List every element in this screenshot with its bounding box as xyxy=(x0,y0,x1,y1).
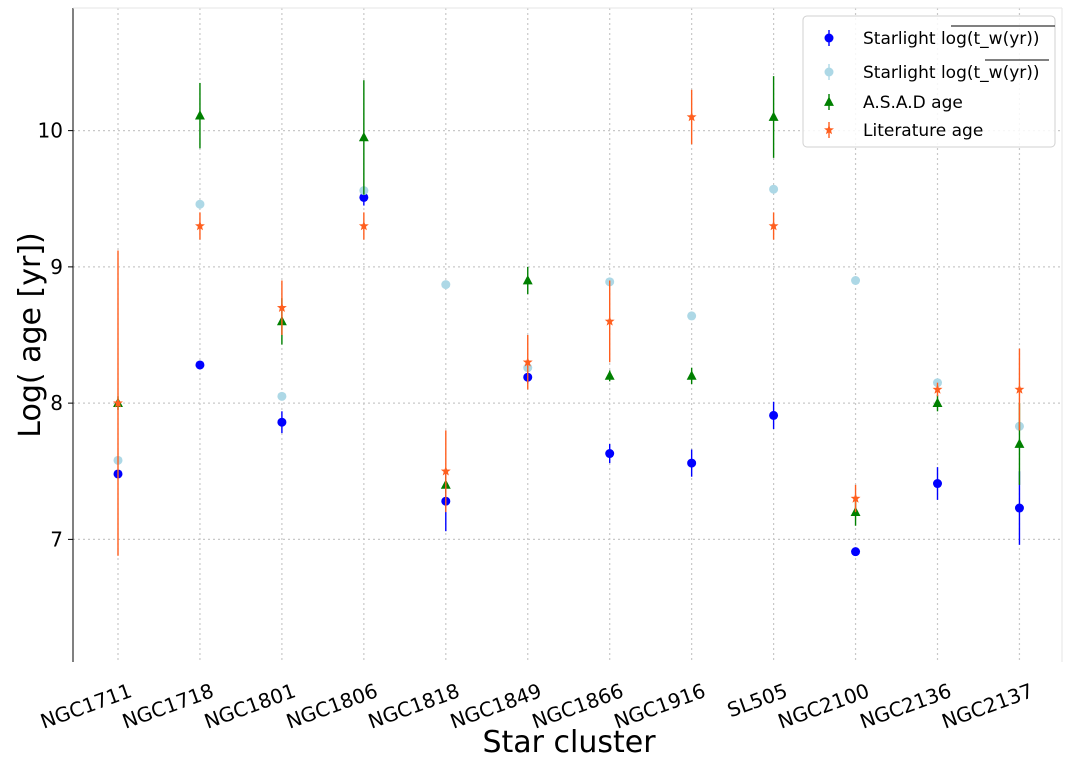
x-tick-label: NGC1801 xyxy=(201,678,299,733)
plot-area xyxy=(113,76,1025,557)
data-point xyxy=(769,184,779,194)
data-point xyxy=(687,311,697,321)
x-tick-label: NGC1711 xyxy=(37,678,135,733)
data-point xyxy=(277,391,287,401)
data-point xyxy=(687,458,697,468)
y-tick-label: 9 xyxy=(50,255,63,279)
data-point xyxy=(441,280,451,290)
data-point xyxy=(933,479,942,489)
data-point xyxy=(686,111,697,122)
data-point xyxy=(440,466,451,476)
data-point xyxy=(932,384,943,394)
legend-entry: Starlight log(t_w(yr)) xyxy=(863,63,1040,83)
legend-marker xyxy=(824,33,834,43)
legend-math: log(t_w(yr)) xyxy=(941,63,1040,83)
y-tick-label: 10 xyxy=(38,119,63,143)
data-point xyxy=(195,199,205,209)
axes xyxy=(72,7,1063,662)
y-axis-title: Log( age [yr]) xyxy=(13,232,48,437)
series-0 xyxy=(113,189,1024,557)
x-tick-label: NGC2100 xyxy=(775,678,873,733)
data-point xyxy=(768,220,779,231)
legend-entry: A.S.A.D age xyxy=(863,93,963,113)
data-point xyxy=(195,110,205,120)
data-point xyxy=(276,302,287,312)
data-point xyxy=(1014,438,1025,448)
data-point xyxy=(195,360,205,370)
data-point xyxy=(851,276,861,285)
x-tick-label: NGC1718 xyxy=(119,678,217,733)
legend-marker xyxy=(824,67,834,77)
x-tick-label: NGC1806 xyxy=(283,678,381,733)
legend-entry: Literature age xyxy=(863,121,983,141)
legend-frame xyxy=(802,15,1056,148)
data-point xyxy=(768,111,779,121)
series-3 xyxy=(113,89,1025,556)
legend-marker xyxy=(824,96,834,106)
data-point xyxy=(195,220,205,231)
data-point xyxy=(605,449,615,459)
data-point xyxy=(851,547,861,557)
x-tick-label: NGC2136 xyxy=(857,678,955,733)
legend-marker xyxy=(824,124,834,135)
legend-entry: Starlight log(t_w(yr)) xyxy=(863,29,1040,49)
series-1 xyxy=(113,184,1024,465)
data-point xyxy=(604,370,615,380)
data-point xyxy=(604,316,615,326)
x-tick-label: NGC2137 xyxy=(939,678,1037,733)
data-point xyxy=(850,493,861,503)
legend-math: log(t_w(yr)) xyxy=(941,29,1040,49)
legend: Starlight log(t_w(yr)) Starlight log(t_w(… xyxy=(802,15,1056,148)
data-point xyxy=(113,397,123,408)
data-point xyxy=(769,410,779,420)
tick-labels: 7 8 9 10 NGC1711NGC1718NGC1801NGC1806NGC1818… xyxy=(37,119,1036,734)
data-point xyxy=(522,357,533,367)
data-point xyxy=(932,397,943,407)
y-tick-label: 8 xyxy=(50,391,63,415)
data-point xyxy=(522,275,533,285)
data-point xyxy=(686,370,697,380)
data-point xyxy=(1014,503,1024,513)
data-point xyxy=(277,417,287,427)
data-point xyxy=(1014,384,1025,394)
data-point xyxy=(359,192,369,202)
x-axis-title: Star cluster xyxy=(482,725,656,760)
x-tick-label: NGC1818 xyxy=(365,678,463,733)
data-point xyxy=(358,131,369,142)
y-tick-label: 7 xyxy=(50,527,63,551)
data-point xyxy=(358,220,369,231)
